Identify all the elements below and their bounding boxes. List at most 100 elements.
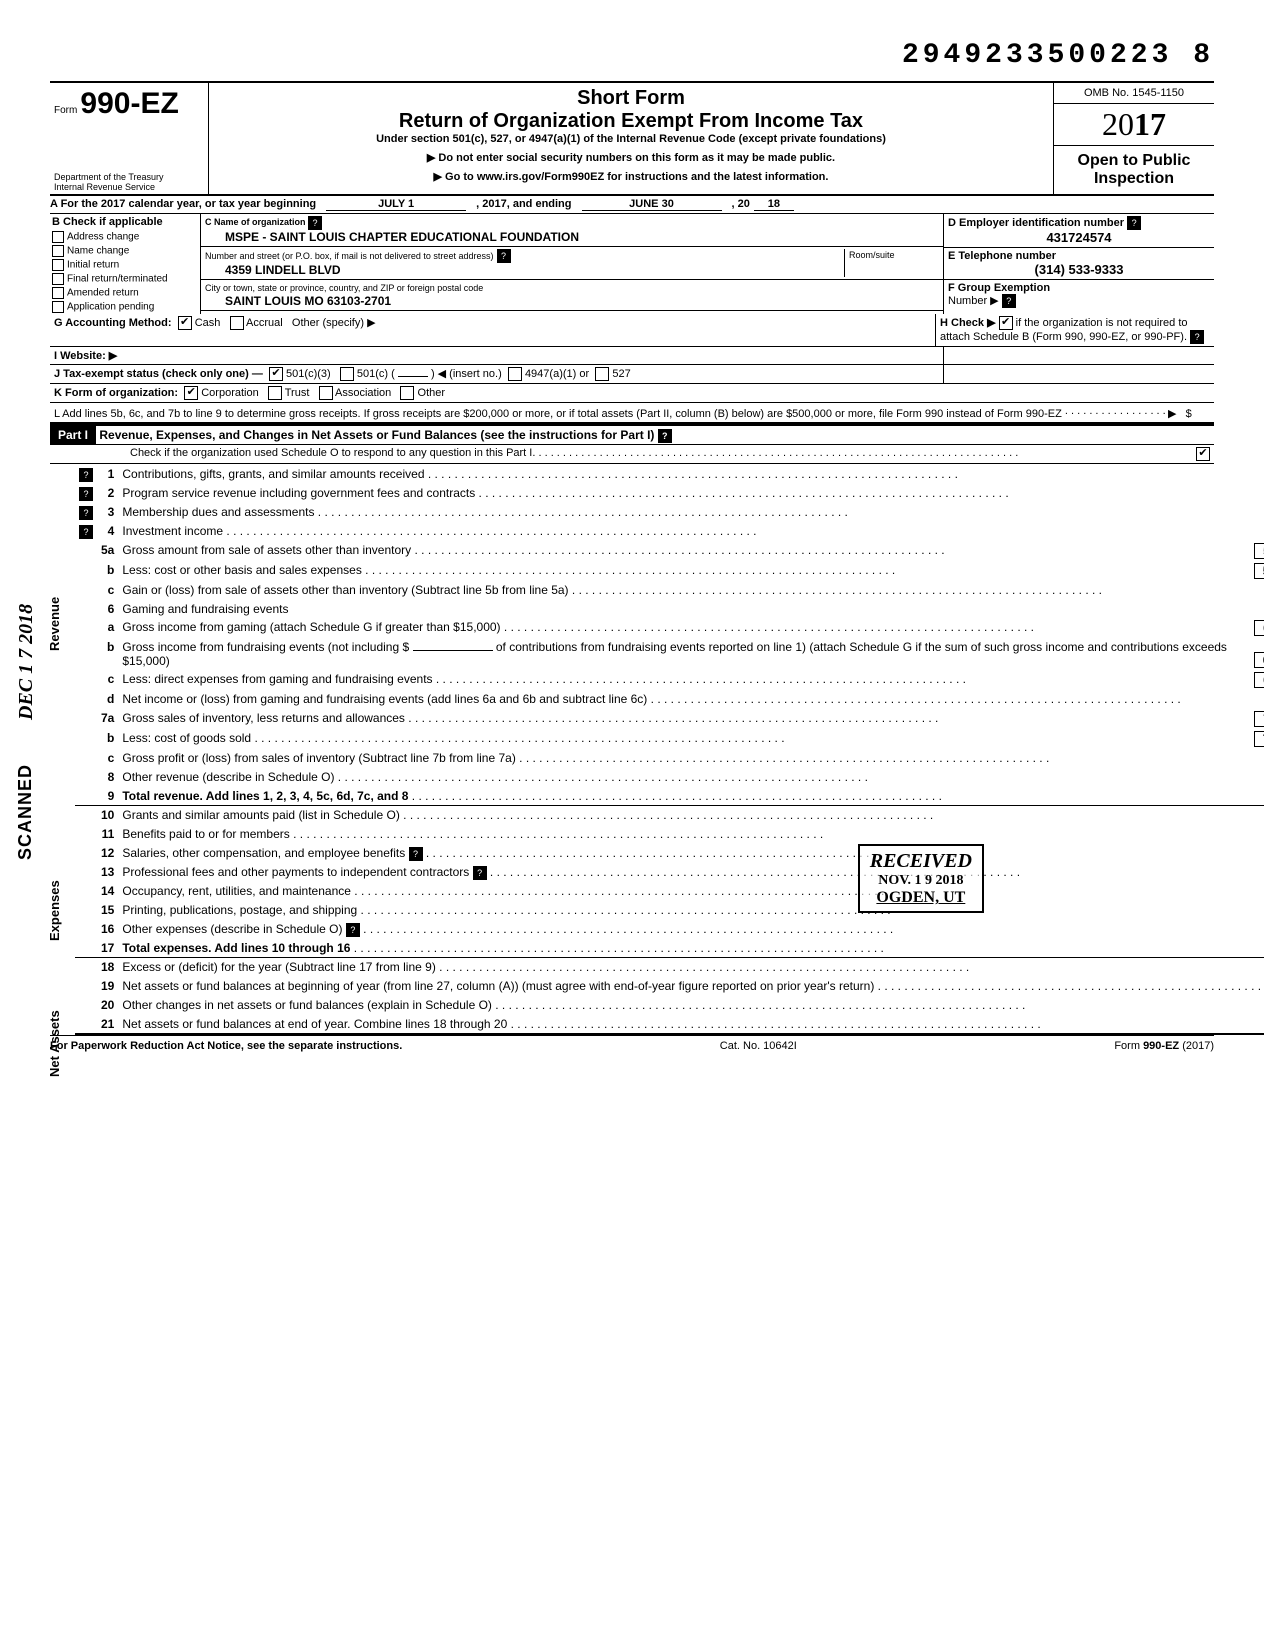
line-15: 15 Printing, publications, postage, and …	[75, 901, 1264, 920]
e-label: E Telephone number	[948, 250, 1056, 262]
cb-name-change[interactable]: Name change	[50, 244, 200, 258]
form-header: Form 990-EZ Department of the Treasury I…	[50, 81, 1214, 196]
k-label: K Form of organization:	[54, 387, 178, 399]
l-text: L Add lines 5b, 6c, and 7b to line 9 to …	[54, 408, 1062, 420]
line-13: 13 Professional fees and other payments …	[75, 863, 1264, 882]
d-label: D Employer identification number	[948, 217, 1124, 229]
stamp-city: OGDEN, UT	[870, 889, 972, 907]
line-6: 6 Gaming and fundraising events	[75, 600, 1264, 618]
cb-cash[interactable]: ✔	[178, 316, 192, 330]
help-icon[interactable]: ?	[658, 429, 672, 443]
h-label: H Check ▶	[940, 317, 996, 329]
cb-initial-return[interactable]: Initial return	[50, 258, 200, 272]
line-1: ? 1 Contributions, gifts, grants, and si…	[75, 465, 1264, 484]
footer-form: Form 990-EZ (2017)	[1114, 1040, 1214, 1052]
tax-year: 20201717	[1054, 104, 1214, 146]
main-title: Return of Organization Exempt From Incom…	[219, 110, 1043, 133]
line-5b: b Less: cost or other basis and sales ex…	[75, 561, 1264, 581]
row-a-tax-year: A For the 2017 calendar year, or tax yea…	[50, 196, 1214, 214]
help-icon[interactable]: ?	[346, 923, 360, 937]
omb-number: OMB No. 1545-1150	[1054, 83, 1214, 104]
help-icon[interactable]: ?	[497, 249, 511, 263]
line-16: 16 Other expenses (describe in Schedule …	[75, 920, 1264, 939]
cb-association[interactable]	[319, 386, 333, 400]
cb-501c[interactable]	[340, 367, 354, 381]
help-icon[interactable]: ?	[79, 525, 93, 539]
help-icon[interactable]: ?	[1002, 294, 1016, 308]
subtitle: Under section 501(c), 527, or 4947(a)(1)…	[219, 133, 1043, 145]
org-name[interactable]: MSPE - SAINT LOUIS CHAPTER EDUCATIONAL F…	[205, 230, 579, 244]
line-7a: 7a Gross sales of inventory, less return…	[75, 709, 1264, 729]
part-i-title: Revenue, Expenses, and Changes in Net As…	[99, 428, 654, 442]
cb-527[interactable]	[595, 367, 609, 381]
help-icon[interactable]: ?	[1190, 330, 1204, 344]
cb-address-change[interactable]: Address change	[50, 230, 200, 244]
cash-label: Cash	[195, 317, 221, 329]
4947-label: 4947(a)(1) or	[525, 368, 589, 380]
expenses-category: Expenses	[47, 836, 67, 986]
f-label: F Group Exemption	[948, 282, 1050, 294]
city-state-zip[interactable]: SAINT LOUIS MO 63103-2701	[205, 294, 391, 308]
line-14: 14 Occupancy, rent, utilities, and maint…	[75, 882, 1264, 901]
page-footer: For Paperwork Reduction Act Notice, see …	[50, 1035, 1214, 1052]
i-label: I Website: ▶	[54, 350, 117, 362]
cb-other-org[interactable]	[400, 386, 414, 400]
row-a-prefix: A For the 2017 calendar year, or tax yea…	[50, 198, 316, 211]
revenue-category: Revenue	[47, 474, 67, 774]
ein[interactable]: 431724574	[948, 230, 1210, 245]
department: Department of the Treasury Internal Reve…	[54, 172, 164, 192]
form-label: Form	[54, 105, 77, 116]
line-10: 10 Grants and similar amounts paid (list…	[75, 806, 1264, 825]
cb-application-pending[interactable]: Application pending	[50, 300, 200, 314]
line-6c: c Less: direct expenses from gaming and …	[75, 670, 1264, 690]
line-7b: b Less: cost of goods sold7b	[75, 729, 1264, 749]
year-end-yr[interactable]: 18	[754, 198, 794, 211]
scanned-stamp: SCANNED	[15, 764, 36, 860]
help-icon[interactable]: ?	[473, 866, 487, 880]
form-number: 990-EZ	[80, 87, 178, 120]
cb-trust[interactable]	[268, 386, 282, 400]
line-5c: c Gain or (loss) from sale of assets oth…	[75, 581, 1264, 600]
other-label: Other (specify) ▶	[292, 317, 376, 329]
room-label: Room/suite	[849, 250, 895, 260]
city-label: City or town, state or province, country…	[205, 283, 483, 293]
help-icon[interactable]: ?	[79, 506, 93, 520]
telephone[interactable]: (314) 533-9333	[948, 262, 1210, 277]
part-i-check-line: Check if the organization used Schedule …	[130, 447, 532, 461]
line-17: 17 Total expenses. Add lines 10 through …	[75, 939, 1264, 958]
year-begin[interactable]: JULY 1	[326, 198, 466, 211]
footer-left: For Paperwork Reduction Act Notice, see …	[50, 1040, 402, 1052]
line-8: 8 Other revenue (describe in Schedule O)…	[75, 768, 1264, 787]
help-icon[interactable]: ?	[79, 487, 93, 501]
year-end[interactable]: JUNE 30	[582, 198, 722, 211]
l-dollar: $	[1186, 408, 1192, 420]
501c-label: 501(c) (	[357, 368, 395, 380]
help-icon[interactable]: ?	[308, 216, 322, 230]
short-form-title: Short Form	[219, 87, 1043, 110]
help-icon[interactable]: ?	[1127, 216, 1141, 230]
help-icon[interactable]: ?	[79, 468, 93, 482]
goto-line: ▶ Go to www.irs.gov/Form990EZ for instru…	[219, 170, 1043, 183]
cb-schedule-o[interactable]: ✔	[1196, 447, 1210, 461]
cb-corporation[interactable]: ✔	[184, 386, 198, 400]
part-i-label: Part I	[50, 426, 96, 444]
cb-amended-return[interactable]: Amended return	[50, 286, 200, 300]
line-7c: c Gross profit or (loss) from sales of i…	[75, 749, 1264, 768]
help-icon[interactable]: ?	[409, 847, 423, 861]
line-12: 12 Salaries, other compensation, and emp…	[75, 844, 1264, 863]
cb-accrual[interactable]	[230, 316, 244, 330]
stamp-date: NOV. 1 9 2018	[870, 873, 972, 889]
cb-final-return[interactable]: Final return/terminated	[50, 272, 200, 286]
line-18: 18 Excess or (deficit) for the year (Sub…	[75, 958, 1264, 977]
g-label: G Accounting Method:	[54, 317, 172, 329]
line-6d: d Net income or (loss) from gaming and f…	[75, 690, 1264, 709]
cb-501c3[interactable]: ✔	[269, 367, 283, 381]
accrual-label: Accrual	[246, 317, 283, 329]
c-label: C Name of organization	[205, 217, 306, 227]
cb-4947[interactable]	[508, 367, 522, 381]
street-address[interactable]: 4359 LINDELL BLVD	[205, 263, 341, 277]
line-2: ? 2 Program service revenue including go…	[75, 484, 1264, 503]
assoc-label: Association	[335, 387, 391, 399]
f-number-label: Number ▶	[948, 295, 999, 307]
cb-schedule-b[interactable]: ✔	[999, 316, 1013, 330]
